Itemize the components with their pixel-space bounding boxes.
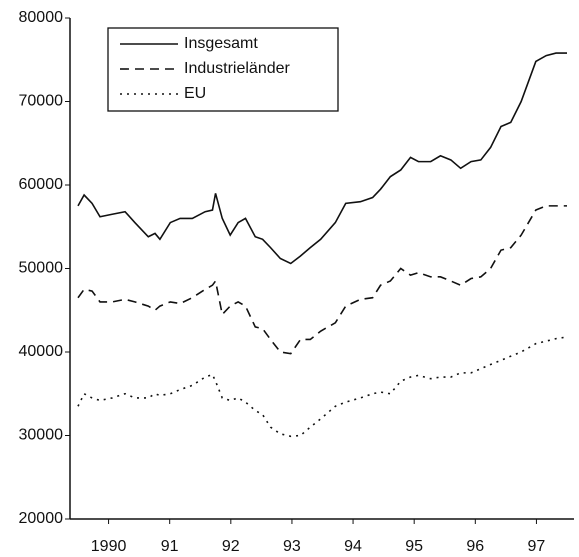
x-tick-label: 94 <box>344 538 362 555</box>
legend-box <box>107 27 339 112</box>
x-tick-label: 91 <box>161 538 179 555</box>
y-tick-label: 70000 <box>19 93 64 110</box>
series-line <box>77 52 567 265</box>
y-tick-label: 80000 <box>19 9 64 26</box>
x-tick-label: 1990 <box>91 538 127 555</box>
y-tick-label: 20000 <box>19 510 64 527</box>
y-tick-label: 50000 <box>19 260 64 277</box>
legend-label: Insgesamt <box>184 35 258 52</box>
x-tick-label: 92 <box>222 538 240 555</box>
y-tick-label: 30000 <box>19 427 64 444</box>
y-tick-label: 40000 <box>19 343 64 360</box>
legend-label: Industrieländer <box>184 60 291 77</box>
x-tick-label: 93 <box>283 538 301 555</box>
series-line <box>77 336 568 438</box>
x-tick-label: 95 <box>405 538 423 555</box>
y-tick-label: 60000 <box>19 176 64 193</box>
x-tick-label: 96 <box>466 538 484 555</box>
x-tick-label: 97 <box>528 538 546 555</box>
series-line <box>77 205 567 355</box>
legend-label: EU <box>184 85 206 102</box>
